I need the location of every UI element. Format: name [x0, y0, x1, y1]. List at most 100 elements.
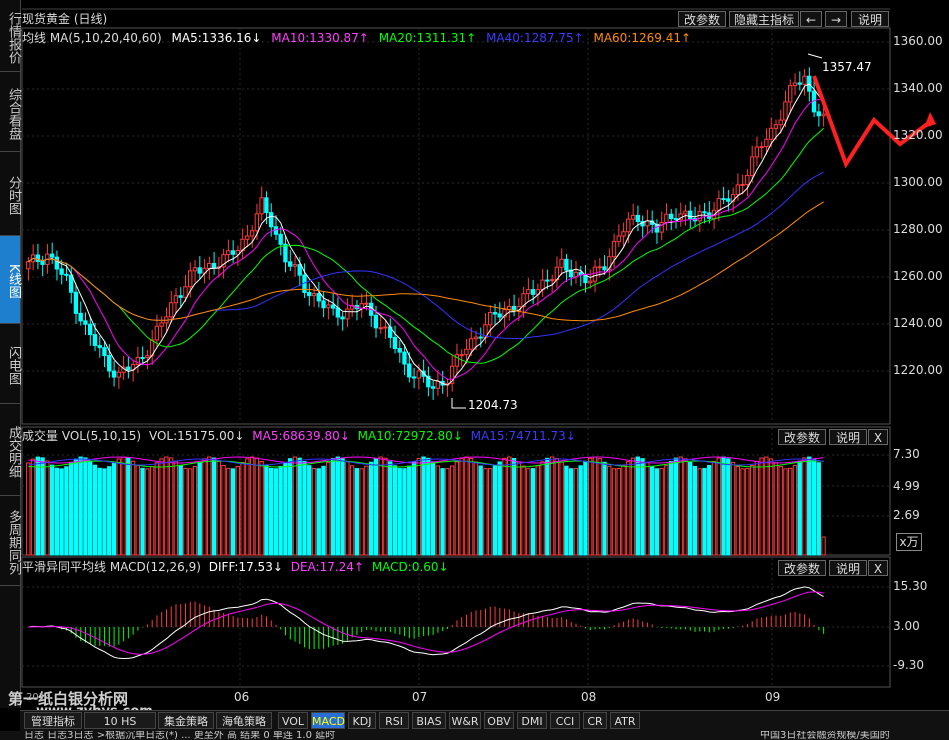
volume-bar [307, 465, 312, 556]
candle-body [111, 370, 117, 378]
tab-wr[interactable]: W&R [449, 712, 481, 729]
sidebar-item-timeshare[interactable]: 分时图 [0, 152, 21, 236]
volume-bar [659, 467, 664, 556]
hide-main-indicator-button[interactable]: 隐藏主指标 [729, 11, 799, 27]
volume-bar [788, 467, 793, 556]
volume-bar [373, 458, 379, 556]
macd-params-button[interactable]: 改参数 [778, 560, 826, 576]
next-arrow-button[interactable]: → [825, 11, 847, 27]
tab-kdj[interactable]: KDJ [348, 712, 376, 729]
tab-turtle-strategy[interactable]: 海龟策略 [216, 712, 272, 729]
tab-cr[interactable]: CR [583, 712, 607, 729]
candle-body [126, 366, 131, 371]
volume-bar [702, 467, 707, 556]
macd-label: 平滑异同平均线 MACD(12,26,9) [22, 560, 201, 574]
macd-help-button[interactable]: 说明 [829, 560, 867, 576]
volume-bar [116, 458, 121, 556]
candle-body [192, 267, 198, 272]
candle-body [768, 127, 774, 140]
volume-bar [816, 462, 821, 556]
candle-body [68, 274, 74, 293]
help-button[interactable]: 说明 [851, 11, 889, 27]
volume-close-button[interactable]: X [868, 429, 888, 445]
candle-body [435, 380, 440, 389]
tab-dmi[interactable]: DMI [517, 712, 547, 729]
status-news[interactable]: 中国3日社会融资规模/美国的 [760, 731, 890, 740]
volume-bar [454, 461, 460, 556]
volume-bar [516, 461, 521, 556]
kline-chart[interactable] [0, 0, 949, 710]
candle-body [64, 273, 69, 276]
price-tick: 1260.00 [893, 269, 943, 283]
tab-strategy-1[interactable]: 集金策略 [158, 712, 214, 729]
candle-body [740, 183, 745, 186]
macd-tick: 3.00 [893, 619, 920, 633]
candle-body [659, 221, 664, 233]
tab-cci[interactable]: CCI [550, 712, 580, 729]
sidebar-item-quotes[interactable]: 行情报价 [0, 0, 21, 72]
tab-macd[interactable]: MACD [311, 712, 345, 729]
volume-bar [292, 456, 298, 556]
volume-help-button[interactable]: 说明 [829, 429, 867, 445]
macd-dea: DEA:17.24↑ [290, 560, 364, 574]
candle-body [578, 271, 583, 276]
sidebar-item-ticks[interactable]: 成交明细 [0, 404, 21, 496]
volume-bar [364, 465, 369, 556]
volume-bar [149, 466, 155, 556]
volume-bar [392, 465, 398, 556]
volume-unit-toggle[interactable]: x万 [896, 533, 922, 551]
volume-bar [316, 468, 321, 556]
candle-body [449, 365, 455, 384]
volume-bar [568, 468, 574, 556]
volume-bar [26, 462, 31, 556]
prev-arrow-button[interactable]: ← [800, 11, 822, 27]
macd-close-button[interactable]: X [868, 560, 888, 576]
tab-vol[interactable]: VOL [278, 712, 308, 729]
tab-atr[interactable]: ATR [610, 712, 640, 729]
volume-bar [530, 468, 536, 556]
candle-body [283, 243, 288, 263]
volume-bar [354, 468, 360, 556]
tab-hs[interactable]: 10 HS [84, 712, 156, 729]
candle-body [754, 146, 760, 158]
candle-body [383, 326, 388, 329]
tab-rsi[interactable]: RSI [379, 712, 409, 729]
candle-body [268, 212, 274, 228]
volume-bar [635, 456, 640, 556]
sidebar-item-overview[interactable]: 综合看盘 [0, 72, 21, 152]
volume-bar [168, 457, 174, 556]
volume-ma10: MA10:72972.80↓ [357, 429, 463, 443]
candle-body [26, 261, 31, 270]
volume-bar [464, 456, 469, 556]
sidebar-item-flash[interactable]: 闪电图 [0, 324, 21, 404]
volume-bar [526, 468, 531, 556]
candle-body [783, 101, 788, 121]
ma20-line [28, 127, 824, 364]
volume-bar [711, 460, 717, 556]
candle-body [468, 338, 474, 350]
tab-obv[interactable]: OBV [484, 712, 514, 729]
volume-bar [140, 467, 145, 556]
candle-body [349, 304, 355, 310]
volume-bar [411, 461, 417, 556]
candle-body [540, 279, 545, 291]
volume-bar [821, 536, 826, 556]
tab-bias[interactable]: BIAS [412, 712, 446, 729]
change-params-button[interactable]: 改参数 [678, 11, 726, 27]
candle-body [559, 258, 564, 268]
volume-bar [254, 457, 260, 556]
price-panel-frame [21, 27, 891, 425]
volume-bar [216, 460, 221, 556]
candle-body [749, 156, 755, 176]
volume-bar [673, 457, 679, 556]
volume-bar [178, 464, 183, 556]
volume-bar [359, 468, 364, 556]
time-tick: 06 [234, 690, 250, 704]
volume-bar [478, 465, 483, 556]
sidebar-item-multiperiod[interactable]: 多周期同列 [0, 496, 21, 586]
candle-body [464, 348, 469, 356]
volume-params-button[interactable]: 改参数 [778, 429, 826, 445]
volume-ma-line [28, 458, 824, 466]
tab-manage-indicators[interactable]: 管理指标 [24, 712, 82, 729]
sidebar-item-kline[interactable]: K线图 [0, 236, 21, 324]
